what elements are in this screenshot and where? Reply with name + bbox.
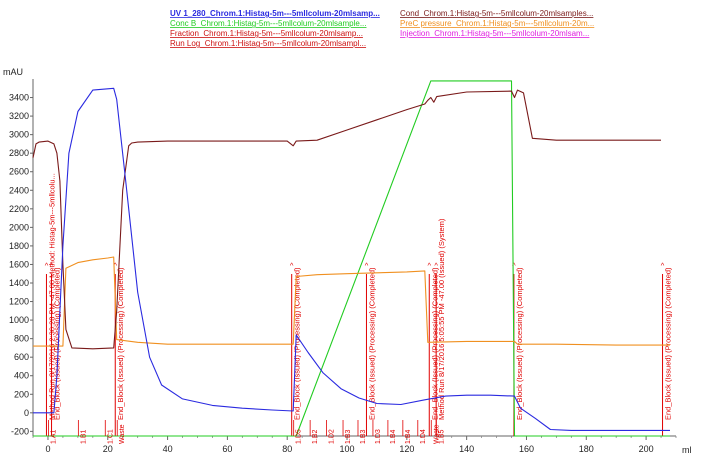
run-log-caret: ^ [512, 261, 516, 270]
run-log-marker-label: End_Block (Issued) (Processing) (Complet… [430, 267, 439, 420]
fraction-label: 1.C1 [107, 429, 114, 444]
x-tick-label: 140 [459, 444, 474, 454]
run-log-marker-label: End_Block (Issued) (Processing) (Complet… [293, 267, 302, 420]
run-log-marker-label: End_Block (Issued) (Processing) (Complet… [116, 267, 125, 420]
run-log-caret: ^ [290, 261, 294, 270]
y-tick-label: 2200 [9, 204, 29, 214]
legend-entry[interactable]: PreC pressure_Chrom.1:Histag-5m---5mllco… [400, 19, 594, 28]
legend-entry[interactable]: Run Log_Chrom.1:Histag-5m---5mllcolum-20… [170, 39, 366, 48]
x-tick-label: 100 [340, 444, 355, 454]
run-log-marker-label: End_Block (Issued) (Processing) (Complet… [664, 267, 673, 420]
series-line [33, 87, 670, 431]
run-log-caret: ^ [45, 261, 49, 270]
legend-entry[interactable]: Conc B_Chrom.1:Histag-5m---5mllcolum-20m… [170, 19, 367, 28]
fraction-label: 1.B3 [360, 429, 367, 444]
axis-ticks: -200020040060080010001200140016001800200… [9, 93, 677, 454]
series-line [33, 80, 670, 437]
y-tick-label: 2600 [9, 167, 29, 177]
run-log-marker-label: End_Block (Issued) (Processing) (Complet… [515, 267, 524, 420]
y-tick-label: 1400 [9, 278, 29, 288]
fraction-label: 1.B2 [312, 429, 319, 444]
x-axis-label: ml [682, 445, 692, 455]
fraction-label: 1.B5 [438, 429, 445, 444]
y-tick-label: 400 [14, 371, 29, 381]
series-line [33, 256, 670, 347]
fraction-label: Waste [119, 424, 126, 444]
y-tick-label: 600 [14, 352, 29, 362]
run-log-markers: ^Method Run 8/17/2016 2:30:28 PM -47.00 … [45, 173, 673, 436]
legend-entry[interactable]: UV 1_280_Chrom.1:Histag-5m---5mllcolum-2… [170, 9, 380, 18]
y-tick-label: 2400 [9, 185, 29, 195]
run-log-marker-label: Method Run 8/17/2016 5:05:55 PM -47.00 (… [437, 218, 446, 420]
fraction-labels: 1.A1 1.B1 1.C1 Waste 1.D5 1.B2 1.D2 1.B3 1.B3 1.D… [48, 420, 445, 444]
run-log-caret: ^ [50, 261, 54, 270]
legend-entry[interactable]: Fraction_Chrom.1:Histag-5m---5mllcolum-2… [170, 29, 363, 38]
fraction-label: 1.B4 [390, 429, 397, 444]
fraction-label: 1.B1 [80, 429, 87, 444]
series-line [32, 89, 661, 350]
y-tick-label: 200 [14, 389, 29, 399]
y-tick-label: 800 [14, 334, 29, 344]
run-log-marker-label: End_Block (Issued) (Processing) (Complet… [367, 267, 376, 420]
x-tick-label: 20 [103, 444, 113, 454]
run-log-caret: ^ [365, 261, 369, 270]
y-tick-label: 1800 [9, 241, 29, 251]
legend-entry[interactable]: Injection_Chrom.1:Histag-5m---5mllcolum-… [400, 29, 589, 38]
y-tick-label: -200 [11, 426, 29, 436]
legend-entry[interactable]: Cond_Chrom.1:Histag-5m---5mllcolum-20mls… [400, 9, 593, 18]
x-tick-label: 200 [639, 444, 654, 454]
y-tick-label: 3400 [9, 93, 29, 103]
x-tick-label: 60 [222, 444, 232, 454]
y-tick-label: 1600 [9, 259, 29, 269]
run-log-caret: ^ [661, 261, 665, 270]
y-tick-label: 3000 [9, 130, 29, 140]
y-tick-label: 2000 [9, 222, 29, 232]
x-tick-label: 180 [579, 444, 594, 454]
y-axis-label: mAU [3, 67, 23, 77]
fraction-label: 1.D4 [420, 429, 427, 444]
fraction-label: Waste [433, 424, 440, 444]
y-tick-label: 3200 [9, 111, 29, 121]
run-log-caret: ^ [113, 261, 117, 270]
fraction-label: 1.B3 [345, 429, 352, 444]
fraction-label: 1.A1 [50, 429, 57, 444]
x-tick-label: 160 [519, 444, 534, 454]
legend: UV 1_280_Chrom.1:Histag-5m---5mllcolum-2… [170, 9, 594, 48]
series-lines [32, 80, 670, 437]
fraction-label: 1.D2 [329, 429, 336, 444]
run-log-caret: ^ [434, 261, 438, 270]
x-tick-label: 80 [282, 444, 292, 454]
fraction-label: 1.B4 [405, 429, 412, 444]
run-log-caret: ^ [428, 261, 432, 270]
x-tick-label: 0 [45, 444, 50, 454]
y-tick-label: 1000 [9, 315, 29, 325]
x-tick-label: 40 [163, 444, 173, 454]
fraction-label: 1.D3 [375, 429, 382, 444]
run-log-marker-label: End_Block (Issued) (Processing) (Complet… [53, 267, 62, 420]
y-tick-label: 0 [24, 408, 29, 418]
y-tick-label: 1200 [9, 297, 29, 307]
fraction-label: 1.D5 [296, 429, 303, 444]
x-tick-label: 120 [399, 444, 414, 454]
y-tick-label: 2800 [9, 148, 29, 158]
